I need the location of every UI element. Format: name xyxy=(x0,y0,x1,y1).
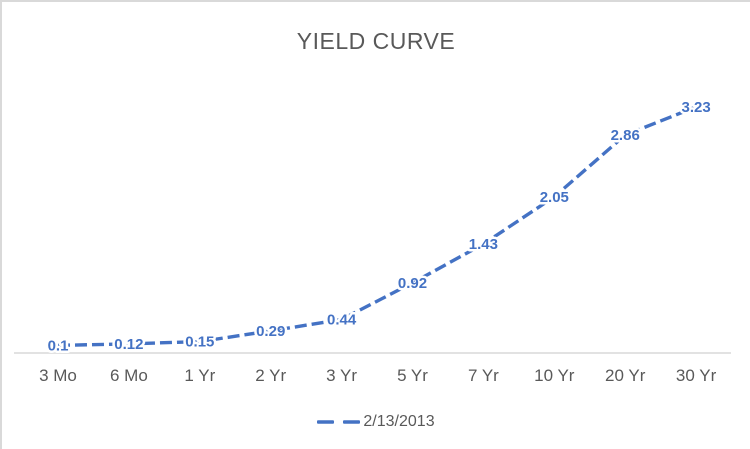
data-label[interactable]: 1.43 xyxy=(466,234,500,256)
series-line[interactable] xyxy=(57,105,697,348)
legend[interactable]: 2/13/2013 xyxy=(2,413,750,431)
x-axis-label[interactable]: 30 Yr xyxy=(676,366,717,385)
data-label[interactable]: 0.12 xyxy=(112,333,146,355)
legend-dash-icon xyxy=(317,420,361,424)
data-label[interactable]: 0.29 xyxy=(254,320,288,342)
x-axis-label[interactable]: 3 Mo xyxy=(39,366,77,385)
data-label[interactable]: 0.1 xyxy=(45,335,71,357)
x-axis-label[interactable]: 6 Mo xyxy=(110,366,148,385)
x-axis-label[interactable]: 10 Yr xyxy=(534,366,575,385)
x-axis-label[interactable]: 2 Yr xyxy=(255,366,286,385)
data-label[interactable]: 0.92 xyxy=(395,272,429,294)
data-label[interactable]: 0.44 xyxy=(324,309,359,331)
legend-series-label: 2/13/2013 xyxy=(363,413,435,430)
chart-title[interactable]: YIELD CURVE xyxy=(296,28,456,54)
data-label[interactable]: 2.86 xyxy=(608,125,642,147)
x-axis-label[interactable]: 20 Yr xyxy=(605,366,646,385)
data-label[interactable]: 2.05 xyxy=(537,186,571,208)
x-axis-label[interactable]: 3 Yr xyxy=(326,366,357,385)
data-label[interactable]: 3.23 xyxy=(679,96,713,118)
data-label[interactable]: 0.15 xyxy=(183,331,217,353)
x-axis-label[interactable]: 1 Yr xyxy=(184,366,215,385)
x-axis-label[interactable]: 7 Yr xyxy=(468,366,499,385)
x-axis-label[interactable]: 5 Yr xyxy=(397,366,428,385)
